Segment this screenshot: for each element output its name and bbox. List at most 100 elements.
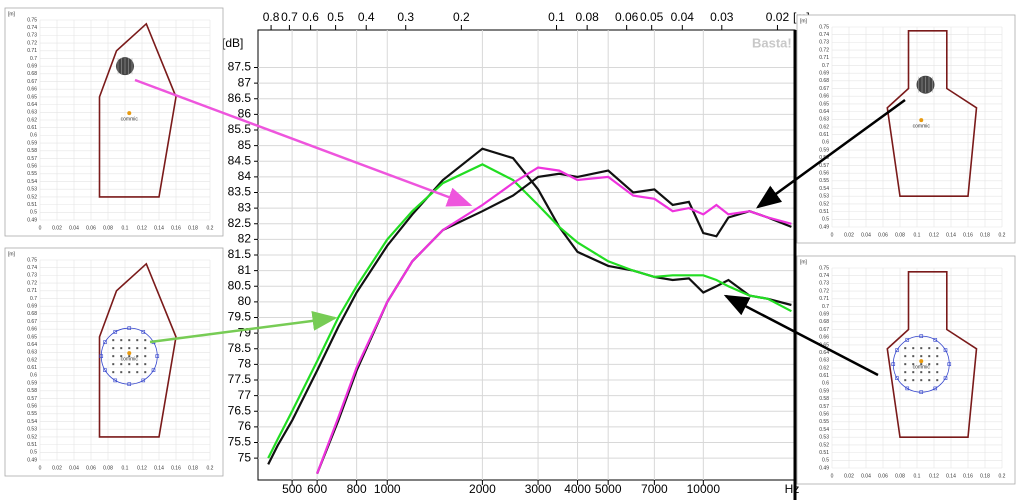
y-tick-label: 87.5 (228, 60, 252, 74)
mic (920, 355, 923, 358)
x-unit: Hz (785, 482, 800, 496)
inset-frame (4, 247, 224, 477)
y-tick-label: 75.5 (228, 435, 252, 449)
inset-y-tick-label: 0.55 (27, 171, 37, 177)
mic (120, 355, 123, 358)
inset-y-tick-label: 0.67 (819, 86, 829, 92)
inset-x-tick-label: 0.12 (137, 225, 147, 231)
inset-y-tick-label: 0.53 (819, 435, 829, 441)
inset-y-tick-label: 0.75 (27, 257, 37, 263)
inset-x-tick-label: 0.06 (86, 225, 96, 231)
mic (912, 347, 915, 350)
inset-x-tick-label: 0.16 (963, 232, 973, 238)
mic (919, 390, 924, 394)
inset-x-tick-label: 0.02 (52, 225, 62, 231)
mic (928, 347, 931, 350)
mic (155, 354, 160, 358)
inset-y-tick-label: 0.56 (819, 170, 829, 176)
mic (943, 376, 948, 380)
mic (144, 355, 147, 358)
inset-x-tick-label: 0.1 (122, 225, 129, 231)
y-axis-label: [dB] (222, 36, 243, 50)
x2-tick-label: 0.7 (281, 10, 298, 24)
x2-tick-label: 0.03 (710, 10, 734, 24)
mic (947, 362, 952, 366)
inset-y-tick-label: 0.51 (27, 202, 37, 208)
inset-y-tick-label: 0.64 (27, 102, 37, 108)
inset-y-tick-label: 0.63 (819, 117, 829, 123)
series-group (267, 147, 792, 475)
x2-tick-label: 0.1 (548, 10, 565, 24)
inset-y-tick-label: 0.64 (27, 342, 37, 348)
mic (128, 363, 131, 366)
x2-tick-label: 0.6 (302, 10, 319, 24)
y-tick-label: 83 (238, 200, 252, 214)
mic (113, 378, 118, 383)
inset-y-tick-label: 0.59 (819, 388, 829, 394)
inset-y-tick-label: 0.73 (819, 281, 829, 287)
inset-x-tick-label: 0 (39, 465, 42, 471)
mic (127, 326, 132, 330)
inset-y-tick-label: 0.65 (819, 342, 829, 348)
inset-y-tick-label: 0.68 (819, 319, 829, 325)
inset-frame (796, 14, 1016, 244)
inset-unit: [m] (8, 251, 16, 257)
mic (120, 371, 123, 374)
y-tick-label: 85.5 (228, 122, 252, 136)
x2-tick-label: 0.06 (615, 10, 639, 24)
inset-y-tick-label: 0.67 (819, 327, 829, 333)
inset-x-tick-label: 0.2 (999, 473, 1006, 479)
inset-y-tick-label: 0.75 (819, 24, 829, 30)
commic-label: commic (121, 356, 139, 362)
inset-y-tick-label: 0.61 (27, 125, 37, 131)
inset-x-tick-label: 0.08 (103, 465, 113, 471)
mic (943, 348, 948, 352)
inset-y-tick-label: 0.61 (27, 365, 37, 371)
inset-x-tick-label: 0.12 (137, 465, 147, 471)
mic (151, 368, 156, 372)
inset-x-tick-label: 0.06 (878, 473, 888, 479)
mic (904, 363, 907, 366)
mic (905, 386, 910, 391)
y-tick-label: 78 (238, 357, 252, 371)
inset-y-tick-label: 0.75 (27, 17, 37, 23)
inset-y-tick-label: 0.6 (822, 381, 829, 387)
inset-x-tick-label: 0.14 (946, 473, 956, 479)
inset-y-tick-label: 0.54 (27, 419, 37, 425)
arrow (723, 294, 879, 377)
inset-x-tick-label: 0.08 (895, 473, 905, 479)
x-tick-label: 3000 (525, 482, 552, 496)
x2-tick-label: 0.3 (397, 10, 414, 24)
arrow (755, 98, 906, 209)
inset-x-tick-label: 0.12 (929, 232, 939, 238)
inset-y-tick-label: 0.63 (27, 110, 37, 116)
y-tick-label: 78.5 (228, 341, 252, 355)
y-tick-label: 77.5 (228, 372, 252, 386)
inset-y-tick-label: 0.72 (27, 40, 37, 46)
inset-y-tick-label: 0.62 (27, 117, 37, 123)
inset-x-tick-label: 0.16 (963, 473, 973, 479)
commic-dot (127, 111, 132, 116)
inset-y-tick-label: 0.56 (27, 163, 37, 169)
room-outline (886, 270, 978, 439)
mic (141, 378, 146, 383)
inset-frame (796, 255, 1016, 485)
inset-y-tick-label: 0.54 (819, 186, 829, 192)
mic (136, 339, 139, 342)
y-tick-label: 87 (238, 75, 252, 89)
x-tick-label: 4000 (564, 482, 591, 496)
mic (895, 376, 899, 380)
mic (103, 368, 107, 372)
inset-y-tick-label: 0.69 (819, 311, 829, 317)
mic (936, 371, 939, 374)
mic (144, 347, 147, 350)
inset-y-tick-label: 0.55 (27, 411, 37, 417)
commic-label: commic (913, 364, 931, 370)
inset-y-tick-label: 0.69 (819, 70, 829, 76)
mic (128, 339, 131, 342)
inset-y-tick-label: 0.64 (819, 109, 829, 115)
inset-y-tick-label: 0.63 (819, 358, 829, 364)
x-tick-label: 600 (307, 482, 327, 496)
inset-x-tick-label: 0.02 (844, 473, 854, 479)
